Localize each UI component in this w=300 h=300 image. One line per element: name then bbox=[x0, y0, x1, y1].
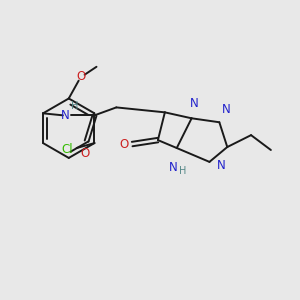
Text: H: H bbox=[71, 101, 78, 111]
Text: N: N bbox=[60, 109, 69, 122]
Text: N: N bbox=[218, 159, 226, 172]
Text: N: N bbox=[222, 103, 231, 116]
Text: N: N bbox=[190, 98, 199, 110]
Text: O: O bbox=[76, 70, 85, 83]
Text: O: O bbox=[80, 147, 89, 160]
Text: H: H bbox=[179, 166, 186, 176]
Text: Cl: Cl bbox=[61, 142, 73, 155]
Text: O: O bbox=[119, 138, 128, 151]
Text: N: N bbox=[168, 161, 177, 174]
